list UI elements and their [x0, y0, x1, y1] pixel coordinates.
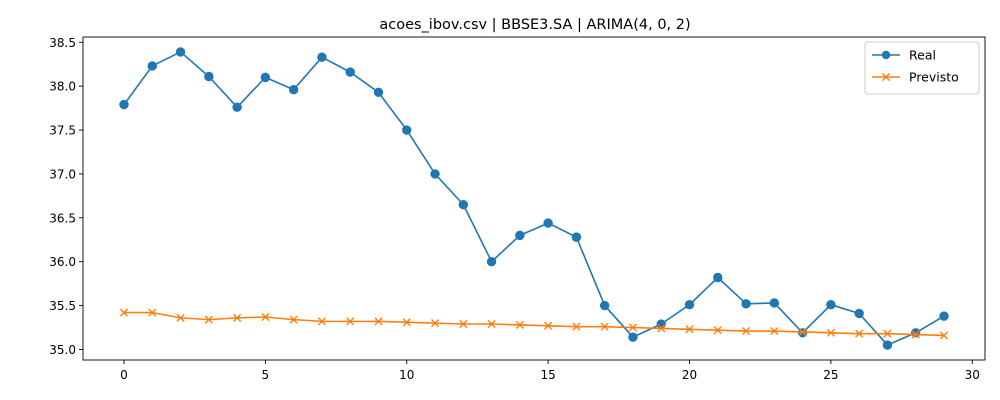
x-axis: 0 5 10 15 20 25 30	[120, 360, 980, 382]
data-point-previsto	[148, 308, 157, 317]
data-point-real	[939, 311, 949, 321]
y-tick-label: 37.0	[49, 167, 76, 181]
data-point-previsto	[685, 325, 694, 334]
x-tick-label: 25	[823, 368, 838, 382]
data-point-previsto	[317, 317, 327, 326]
data-point-previsto	[798, 327, 807, 337]
data-point-real	[232, 102, 242, 112]
data-point-real	[599, 300, 610, 311]
x-tick-label: 10	[399, 368, 414, 382]
data-point-real	[345, 67, 355, 77]
data-point-real	[826, 300, 836, 310]
data-point-previsto	[374, 317, 383, 326]
data-point-previsto	[487, 319, 496, 329]
chart-title: acoes_ibov.csv | BBSE3.SA | ARIMA(4, 0, …	[379, 17, 690, 33]
y-tick-label: 38.0	[49, 80, 76, 94]
data-point-real	[147, 61, 157, 71]
data-point-previsto	[459, 319, 468, 329]
data-point-real	[656, 319, 666, 329]
data-point-previsto	[713, 326, 722, 335]
x-tick-label: 30	[965, 368, 980, 382]
data-point-previsto	[939, 331, 949, 340]
data-point-previsto	[883, 329, 892, 338]
data-point-real	[288, 84, 299, 95]
data-point-previsto	[515, 320, 524, 329]
x-tick-label: 5	[262, 368, 270, 382]
data-point-real	[543, 218, 553, 228]
data-point-previsto	[289, 315, 298, 324]
data-point-real	[204, 71, 214, 82]
data-point-real	[458, 199, 469, 210]
x-tick-label: 20	[682, 368, 697, 382]
data-point-real	[882, 340, 893, 350]
data-point-real	[713, 272, 723, 283]
data-point-real	[854, 308, 864, 319]
data-point-previsto	[600, 322, 609, 331]
data-point-previsto	[544, 321, 553, 330]
legend: Real Previsto	[864, 41, 980, 95]
y-tick-label: 38.5	[49, 36, 76, 50]
data-point-previsto	[826, 328, 835, 337]
data-point-previsto	[770, 326, 779, 336]
data-point-real	[741, 299, 751, 309]
y-tick-label: 36.5	[49, 211, 76, 225]
data-point-real	[684, 300, 695, 310]
legend-marker-real	[881, 50, 891, 60]
series-line-previsto	[124, 311, 945, 337]
data-point-real	[515, 230, 525, 241]
data-point-real	[119, 99, 129, 110]
data-point-previsto	[346, 317, 355, 326]
data-point-real	[175, 47, 186, 57]
series-layer	[119, 47, 949, 350]
data-point-real	[571, 232, 582, 242]
data-point-real	[260, 72, 271, 83]
data-point-previsto	[233, 313, 242, 322]
y-tick-label: 36.0	[49, 255, 76, 269]
data-point-previsto	[911, 330, 920, 339]
data-point-previsto	[741, 326, 751, 336]
data-point-previsto	[855, 329, 864, 338]
data-point-real	[317, 52, 327, 62]
data-point-real	[430, 169, 440, 179]
y-tick-label: 35.5	[49, 299, 76, 313]
series-line-real	[123, 51, 945, 346]
data-point-real	[769, 298, 780, 308]
y-tick-label: 35.0	[49, 343, 76, 357]
data-point-real	[628, 332, 638, 342]
data-point-real	[402, 125, 412, 135]
data-point-real	[486, 256, 497, 267]
data-point-previsto	[261, 312, 270, 322]
x-tick-label: 0	[120, 368, 128, 382]
data-point-previsto	[430, 319, 440, 328]
plot-area-frame	[82, 36, 986, 361]
data-point-previsto	[628, 323, 638, 332]
legend-label-previsto: Previsto	[909, 70, 959, 85]
x-tick-label: 15	[540, 368, 555, 382]
data-point-previsto	[176, 313, 185, 322]
data-point-real	[373, 87, 384, 97]
data-point-previsto	[657, 324, 666, 333]
y-axis: 35.0 35.5 36.0 36.5 37.0 37.5 38.0 38.5	[49, 36, 83, 357]
data-point-previsto	[119, 308, 129, 317]
data-point-previsto	[572, 322, 581, 331]
data-point-previsto	[204, 315, 213, 324]
data-point-previsto	[402, 318, 411, 327]
y-tick-label: 37.5	[49, 124, 76, 138]
legend-label-real: Real	[909, 48, 936, 63]
legend-marker-previsto	[881, 72, 891, 82]
data-point-real	[911, 328, 921, 338]
